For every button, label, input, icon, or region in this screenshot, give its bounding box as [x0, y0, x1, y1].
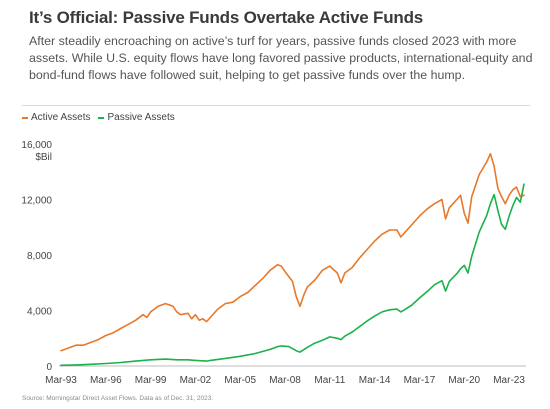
series-line-passive-assets	[60, 183, 525, 367]
y-axis: 0 4,000 8,000 12,000 16,000$Bil	[21, 140, 52, 373]
legend-swatch-active	[22, 116, 28, 119]
y-tick-label: 8,000	[27, 251, 52, 262]
chart-title: It’s Official: Passive Funds Overtake Ac…	[29, 8, 424, 27]
header-divider	[22, 105, 530, 106]
x-tick-label: Mar-05	[224, 375, 256, 386]
x-tick-label: Mar-20	[448, 375, 480, 386]
y-tick-label: 16,000	[21, 140, 52, 151]
chart-legend: Active Assets Passive Assets	[22, 112, 183, 123]
legend-swatch-passive	[98, 116, 105, 119]
legend-label-active: Active Assets	[31, 112, 91, 123]
legend-label-passive: Passive Assets	[107, 112, 175, 123]
x-tick-label: Mar-14	[359, 375, 391, 386]
x-tick-label: Mar-02	[180, 375, 212, 386]
y-axis-unit-label: $Bil	[35, 152, 52, 163]
x-tick-label: Mar-08	[269, 375, 301, 386]
x-tick-label: Mar-11	[314, 375, 345, 386]
chart-subtitle: After steadily encroaching on active’s t…	[29, 34, 533, 82]
y-tick-label: 4,000	[27, 307, 52, 318]
legend-item-active: Active Assets	[22, 112, 90, 123]
x-tick-label: Mar-17	[404, 375, 436, 386]
x-tick-label: Mar-96	[90, 375, 122, 386]
y-tick-label: 0	[46, 362, 52, 373]
y-tick-label: 12,000	[21, 196, 52, 207]
x-tick-label: Mar-99	[135, 375, 167, 386]
series-lines	[60, 152, 525, 367]
legend-item-passive: Passive Assets	[98, 112, 175, 123]
x-tick-label: Mar-93	[45, 375, 77, 386]
series-line-active-assets	[60, 152, 525, 352]
source-note: Source: Morningstar Direct Asset Flows. …	[22, 395, 214, 402]
x-axis: Mar-93 Mar-96 Mar-99 Mar-02 Mar-05 Mar-08 Mar-…	[45, 365, 526, 386]
x-tick-label: Mar-23	[493, 375, 525, 386]
